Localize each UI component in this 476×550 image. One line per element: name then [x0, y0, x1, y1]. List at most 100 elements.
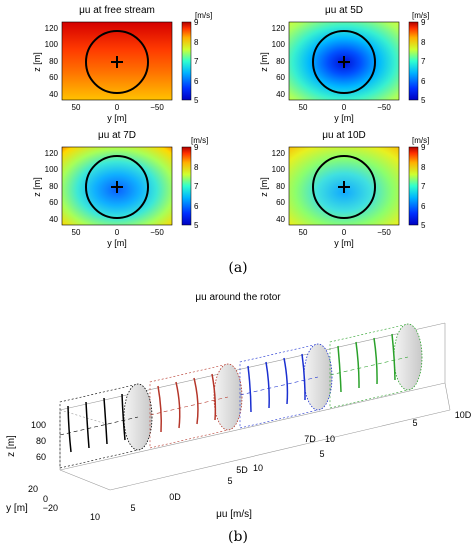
svg-text:−50: −50 [377, 228, 391, 237]
svg-text:100: 100 [45, 165, 59, 174]
svg-text:120: 120 [272, 24, 286, 33]
profile-line [301, 353, 306, 401]
colorbar-tick: 9 [421, 143, 426, 152]
caption-b: (b) [228, 529, 248, 545]
profile-line [85, 401, 90, 449]
profile-line [283, 357, 289, 405]
svg-text:100: 100 [45, 40, 59, 49]
svg-text:0: 0 [115, 228, 120, 237]
svg-text:5: 5 [130, 503, 135, 513]
svg-text:0: 0 [43, 494, 48, 504]
svg-text:80: 80 [276, 182, 285, 191]
svg-text:60: 60 [36, 452, 46, 462]
map-title: μu at free stream [79, 5, 155, 16]
profile-line [121, 393, 126, 441]
colorbar-gradient [408, 21, 419, 101]
colorbar-tick: 7 [194, 182, 199, 191]
map-title: μu at 5D [325, 5, 363, 16]
profile-line [211, 373, 217, 421]
colorbar-tick: 6 [194, 77, 199, 86]
svg-text:50: 50 [299, 228, 308, 237]
colorbar: [m/s] 9 8 7 6 5 [408, 11, 429, 105]
svg-text:40: 40 [276, 215, 285, 224]
station-label: 7D [304, 434, 316, 444]
y-ticks: 120 100 80 60 40 [272, 149, 286, 224]
colorbar-tick: 6 [194, 202, 199, 211]
colorbar-gradient [408, 146, 419, 226]
y-axis-label: z [m] [259, 177, 269, 197]
colorbar-tick: 8 [194, 38, 199, 47]
panel-b: μu around the rotor 100 80 60 z [m] 20 0… [6, 292, 472, 545]
profile-line [175, 381, 181, 429]
svg-text:100: 100 [31, 420, 46, 430]
colorbar: [m/s] 9 8 7 6 5 [181, 136, 208, 230]
svg-text:40: 40 [276, 90, 285, 99]
svg-text:80: 80 [49, 57, 58, 66]
hub-marker [338, 56, 350, 68]
svg-text:5: 5 [227, 476, 232, 486]
svg-text:0: 0 [342, 228, 347, 237]
slab-outline [329, 323, 409, 409]
profile-line [373, 337, 378, 385]
svg-text:−50: −50 [377, 103, 391, 112]
slab-outline [149, 363, 229, 449]
station-slabs [59, 323, 423, 469]
svg-text:50: 50 [299, 103, 308, 112]
station-5D [149, 363, 243, 449]
station-label: 10D [455, 410, 472, 420]
map-title: μu at 7D [98, 130, 136, 141]
heatmap-10d: μu at 10D [m/s] 9 8 7 6 5 120 100 80 60 … [259, 130, 429, 248]
heatmap-free-stream: μu at free stream [m/s] 9 8 7 6 5 120 10… [32, 5, 212, 123]
colorbar-tick: 9 [194, 143, 199, 152]
svg-text:80: 80 [36, 436, 46, 446]
rotor-circle [85, 155, 149, 219]
y-axis-label: z [m] [259, 52, 269, 72]
panel-a: μu at free stream [m/s] 9 8 7 6 5 120 10… [32, 5, 429, 276]
hub-marker [338, 181, 350, 193]
colorbar-unit: [m/s] [195, 11, 212, 20]
colorbar: [m/s] 9 8 7 6 5 [408, 136, 429, 230]
panel-b-title: μu around the rotor [195, 292, 281, 303]
x-axis-label: y [m] [334, 238, 354, 248]
colorbar-tick: 5 [194, 221, 199, 230]
svg-text:120: 120 [45, 149, 59, 158]
y-axis-label: z [m] [32, 52, 42, 72]
colorbar-unit: [m/s] [412, 136, 429, 145]
speed-ticks: 10 5 5 10 5 10 5 [90, 418, 418, 522]
hub-line [59, 416, 139, 436]
colorbar-tick: 5 [194, 96, 199, 105]
svg-text:10: 10 [90, 512, 100, 522]
x-axis-label: y [m] [107, 113, 127, 123]
colorbar-tick: 7 [421, 182, 426, 191]
profile-line [193, 377, 199, 425]
svg-text:60: 60 [49, 73, 58, 82]
svg-text:0: 0 [115, 103, 120, 112]
y-axis-ticks-b: 20 0 −20 [28, 484, 58, 513]
svg-text:60: 60 [49, 198, 58, 207]
profile-line [247, 365, 252, 413]
x-axis-label: y [m] [334, 113, 354, 123]
colorbar-tick: 6 [421, 77, 426, 86]
svg-text:40: 40 [49, 215, 58, 224]
svg-text:−50: −50 [150, 228, 164, 237]
svg-text:60: 60 [276, 198, 285, 207]
slab-outline [59, 383, 139, 469]
profile-line [265, 361, 270, 409]
svg-text:120: 120 [45, 24, 59, 33]
slab-outline [239, 343, 319, 429]
colorbar-unit: [m/s] [191, 136, 208, 145]
x-ticks: 50 0 −50 [299, 228, 392, 237]
colorbar-tick: 6 [421, 202, 426, 211]
svg-text:50: 50 [72, 103, 81, 112]
svg-text:60: 60 [276, 73, 285, 82]
svg-text:−20: −20 [43, 503, 58, 513]
colorbar-tick: 9 [194, 18, 199, 27]
z-axis: 100 80 60 [31, 420, 46, 462]
caption-a: (a) [228, 260, 247, 276]
station-label: 0D [169, 492, 181, 502]
y-ticks: 120 100 80 60 40 [272, 24, 286, 99]
station-7D [239, 343, 333, 429]
profile-line [103, 397, 108, 445]
rotor-circle [312, 155, 376, 219]
svg-text:120: 120 [272, 149, 286, 158]
